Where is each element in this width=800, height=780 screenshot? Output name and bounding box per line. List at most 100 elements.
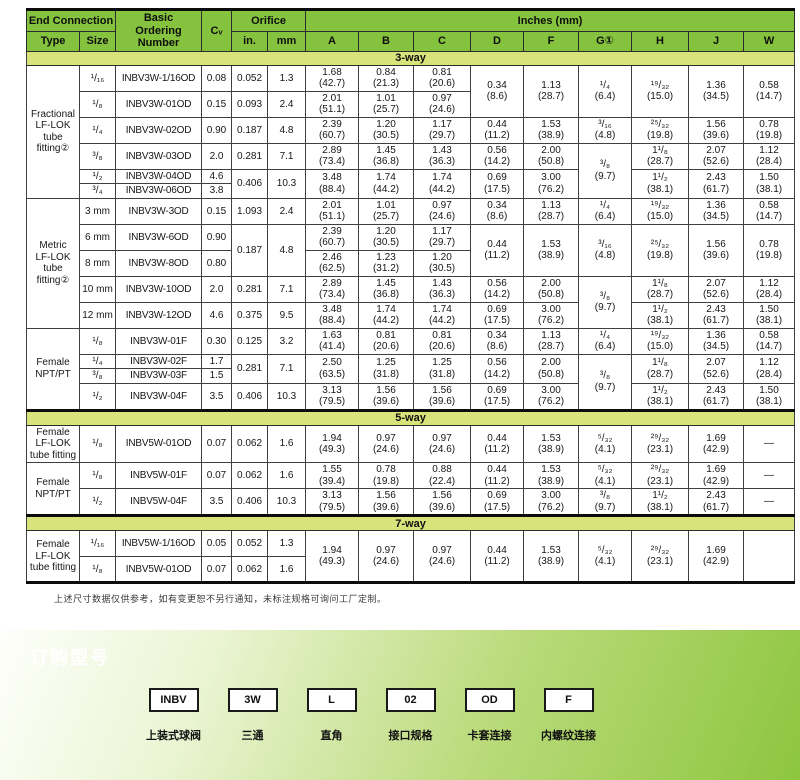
table-cell: 0.81 (20.6) — [413, 327, 472, 355]
table-cell: ³/₈ (9.7) — [578, 488, 633, 517]
table-cell: 1.5 — [201, 368, 233, 384]
table-cell: ³/₈ (9.7) — [578, 353, 633, 411]
table-cell: 0.78 (19.8) — [743, 116, 796, 144]
table-cell: 1.13 (28.7) — [523, 197, 580, 225]
table-cell: ¹/₄ — [78, 116, 117, 144]
table-cell: 0.281 — [231, 353, 269, 384]
table-cell: 1.12 (28.4) — [743, 353, 796, 384]
table-cell: — — [743, 424, 796, 464]
table-cell: 1.20 (30.5) — [358, 223, 415, 251]
end-connection-type-cell: Female NPT/PT — [26, 327, 80, 411]
table-cell: 0.97 (24.6) — [413, 197, 472, 225]
ordering-code-label: 直角 — [320, 730, 343, 742]
table-cell: 1.36 (34.5) — [688, 197, 745, 225]
table-cell: 3.00 (76.2) — [523, 488, 580, 517]
ordering-number-cell: INBV3W-01F — [115, 327, 203, 355]
table-cell: 10.3 — [267, 488, 307, 517]
table-cell: ¹/₁₆ — [78, 64, 117, 92]
table-cell: 1.01 (25.7) — [358, 90, 415, 118]
table-cell: ³/₈ (9.7) — [578, 142, 633, 199]
ordering-number-cell: INBV3W-12OD — [115, 301, 203, 329]
table-cell: 2.07 (52.6) — [688, 275, 745, 303]
table-cell: 1.3 — [267, 530, 307, 558]
table-cell: ¹/₈ — [78, 327, 117, 355]
end-connection-type-cell: Female NPT/PT — [26, 462, 80, 517]
table-cell: 0.093 — [231, 90, 269, 118]
table-row: 10 mm INBV3W-10OD 2.0 0.281 7.1 2.89 (73.4) 1.… — [27, 275, 796, 329]
ordering-number-cell: INBV3W-04OD — [115, 168, 203, 185]
table-cell: 1.12 (28.4) — [743, 142, 796, 170]
end-connection-type-cell: Metric LF-LOK tube fitting② — [26, 197, 80, 329]
ordering-code-label: 内螺纹连接 — [541, 730, 596, 742]
table-cell: ³/₈ — [78, 142, 117, 170]
table-cell: 0.44 (11.2) — [470, 530, 525, 584]
table-cell: 3.13 (79.5) — [305, 488, 360, 517]
header-inches-mm: Inches (mm) — [305, 8, 796, 33]
table-row: ¹/₂ INBV3W-04OD 4.6 0.406 10.3 3.48 (88.4) 1.7… — [27, 168, 796, 199]
ordering-code-box: 02 — [385, 688, 436, 712]
table-cell: 1¹/₂ (38.1) — [631, 382, 690, 411]
header-size: Size — [78, 31, 117, 52]
table-row: Female NPT/PT ¹/₈ INBV5W-01F 0.07 0.062 1.6 1.… — [26, 462, 796, 517]
table-cell: ¹/₈ — [78, 90, 117, 118]
table-row: ³/₈ INBV3W-03F 1.5 — [27, 368, 795, 384]
header-row: Type Size in. mm A B C D F G① H J W — [26, 31, 796, 52]
table-row: Female NPT/PT ¹/₈ INBV3W-01F 0.30 0.125 3.2 1.… — [26, 327, 796, 411]
column-header: F — [523, 31, 580, 52]
column-header: W — [743, 31, 796, 52]
table-cell: 8 mm — [78, 249, 117, 277]
ordering-number-cell: INBV5W-1/16OD — [115, 530, 203, 558]
table-cell: 1¹/₈ (28.7) — [631, 275, 690, 303]
table-row: ¹/₂ INBV3W-04F 3.5 0.406 10.3 3.13 (79.5) 1.56… — [27, 382, 796, 411]
table-cell: 2.00 (50.8) — [523, 275, 580, 303]
table-cell: 1.69 (42.9) — [688, 462, 745, 490]
table-cell: 1.093 — [231, 197, 269, 225]
header-row: End Connection Basic Ordering Number Cᵥ Ori… — [25, 8, 796, 52]
table-row: ¹/₄ INBV3W-02F 1.7 0.281 7.1 2.50 (63.5) 1.25 … — [27, 353, 796, 411]
table-cell: 2.50 (63.5) — [305, 353, 360, 384]
table-cell: 10.3 — [267, 382, 307, 411]
ordering-item: F 内螺纹连接 — [529, 688, 608, 743]
table-cell: 2.07 (52.6) — [688, 353, 745, 384]
column-header: J — [688, 31, 745, 52]
table-cell: 1.50 (38.1) — [743, 301, 796, 329]
table-cell: 0.44 (11.2) — [470, 462, 525, 490]
section-label-7-way: 7-way — [25, 514, 796, 532]
table-cell: 1.50 (38.1) — [743, 168, 796, 199]
table-cell: ¹/₂ — [78, 488, 117, 517]
table-cell: ⁵/₃₂ (4.1) — [578, 530, 633, 584]
header-mm: mm — [267, 31, 307, 52]
table-cell: 0.56 (14.2) — [470, 275, 525, 303]
table-row: ³/₈ INBV3W-03OD 2.0 0.281 7.1 2.89 (73.4) 1.45… — [27, 142, 796, 199]
table-cell: ¹/₄ (6.4) — [578, 197, 633, 225]
table-cell: 1.23 (31.2) — [358, 249, 415, 277]
table-cell: 0.69 (17.5) — [470, 382, 525, 411]
table-cell: 2.43 (61.7) — [688, 382, 745, 411]
table-cell: 0.58 (14.7) — [743, 327, 796, 355]
table-cell: 2.43 (61.7) — [688, 488, 745, 517]
section-label-3-way: 3-way — [25, 50, 796, 66]
table-row: 6 mm INBV3W-6OD 0.90 0.187 4.8 2.39 (60.7) 1.2… — [27, 223, 796, 277]
ordering-code-label: 卡套连接 — [467, 730, 512, 742]
table-cell: 1.13 (28.7) — [523, 327, 580, 355]
table-cell: 1.56 (39.6) — [413, 488, 472, 517]
table-cell: 0.69 (17.5) — [470, 168, 525, 199]
table-cell: 1.36 (34.5) — [688, 327, 745, 355]
table-cell: 1¹/₂ (38.1) — [631, 301, 690, 329]
table-cell: 0.34 (8.6) — [470, 64, 525, 118]
ordering-code-box: 3W — [227, 688, 278, 712]
ordering-number-cell: INBV3W-6OD — [115, 223, 203, 251]
spec-table-section: End Connection Basic Ordering Number Cᵥ Ori… — [25, 8, 796, 604]
table-cell: ⁵/₃₂ (4.1) — [578, 424, 633, 464]
table-cell: 0.30 — [201, 327, 233, 355]
table-cell: 2.0 — [201, 275, 233, 303]
table-cell: 1¹/₂ (38.1) — [631, 168, 690, 199]
table-cell: ³/₈ — [78, 368, 117, 384]
table-cell: 0.062 — [231, 462, 269, 490]
table-cell: 0.05 — [201, 530, 233, 558]
table-cell: 0.97 (24.6) — [358, 424, 415, 464]
table-cell: 0.56 (14.2) — [470, 353, 525, 384]
table-cell: 0.44 (11.2) — [470, 424, 525, 464]
table-cell: 1.69 (42.9) — [688, 424, 745, 464]
